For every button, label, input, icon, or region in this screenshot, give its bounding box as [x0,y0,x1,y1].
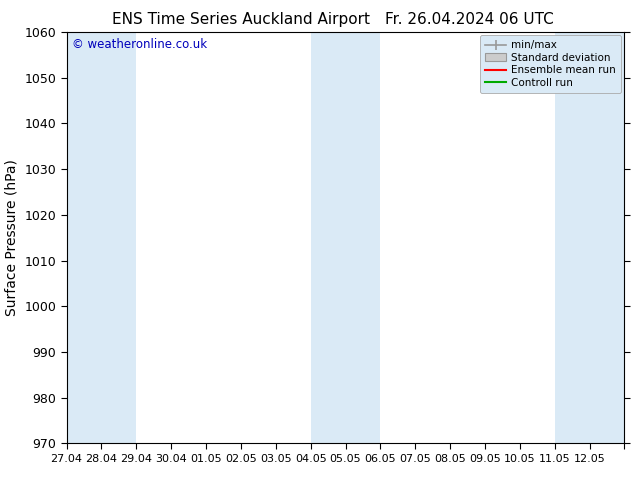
Y-axis label: Surface Pressure (hPa): Surface Pressure (hPa) [4,159,19,316]
Bar [311,32,380,443]
Text: © weatheronline.co.uk: © weatheronline.co.uk [72,38,207,51]
Text: Fr. 26.04.2024 06 UTC: Fr. 26.04.2024 06 UTC [385,12,553,27]
Bar [67,32,136,443]
Legend: min/max, Standard deviation, Ensemble mean run, Controll run: min/max, Standard deviation, Ensemble me… [480,35,621,93]
Bar [555,32,624,443]
Text: ENS Time Series Auckland Airport: ENS Time Series Auckland Airport [112,12,370,27]
